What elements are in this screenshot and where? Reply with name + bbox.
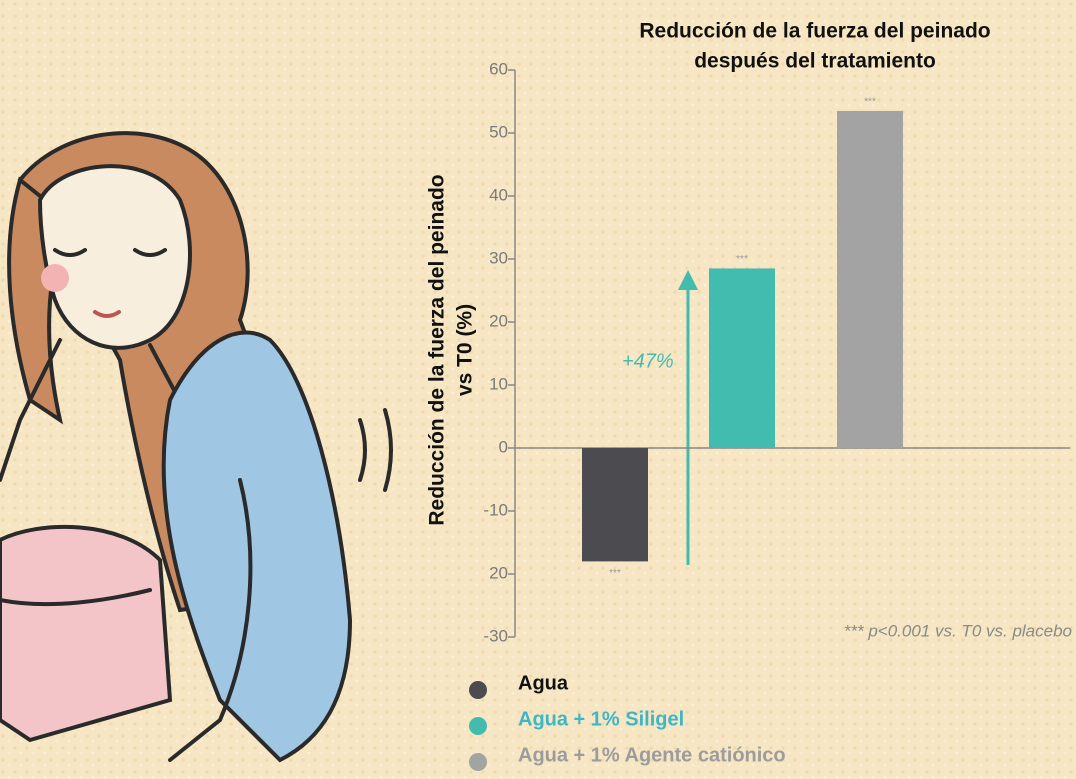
y-tick-label: -30	[483, 626, 508, 645]
y-tick-label: 40	[489, 185, 508, 204]
bar-annotation: ***	[864, 97, 876, 108]
legend-marker	[469, 753, 487, 771]
y-axis-label: vs T0 (%)	[454, 304, 477, 396]
y-tick-label: 60	[489, 59, 508, 78]
bar	[837, 110, 903, 448]
y-tick-label: 0	[499, 437, 508, 456]
chart-title: Reducción de la fuerza del peinado	[639, 20, 990, 43]
legend-marker	[469, 681, 487, 699]
annotation: *** p<0.001 vs. T0 vs. placebo	[844, 621, 1072, 640]
legend-marker	[469, 717, 487, 735]
legend-label: Agua + 1% Siligel	[518, 708, 684, 730]
y-tick-label: 10	[489, 374, 508, 393]
bar	[582, 448, 648, 562]
bar	[709, 268, 775, 448]
y-tick-label: 30	[489, 248, 508, 267]
y-axis-label: Reducción de la fuerza del peinado	[426, 174, 449, 525]
y-tick-label: 20	[489, 563, 508, 582]
y-tick-label: -10	[483, 500, 508, 519]
y-tick-label: 50	[489, 122, 508, 141]
legend-label: Agua + 1% Agente catiónico	[518, 744, 786, 766]
chart-title: después del tratamiento	[694, 50, 936, 73]
y-tick-label: 20	[489, 311, 508, 330]
legend-label: Agua	[518, 672, 569, 694]
annotation: +47%	[622, 350, 674, 372]
bar-annotation: ***	[736, 254, 748, 265]
bar-annotation: ***	[609, 568, 621, 579]
arrow-head	[678, 270, 698, 290]
illustration	[0, 131, 393, 763]
